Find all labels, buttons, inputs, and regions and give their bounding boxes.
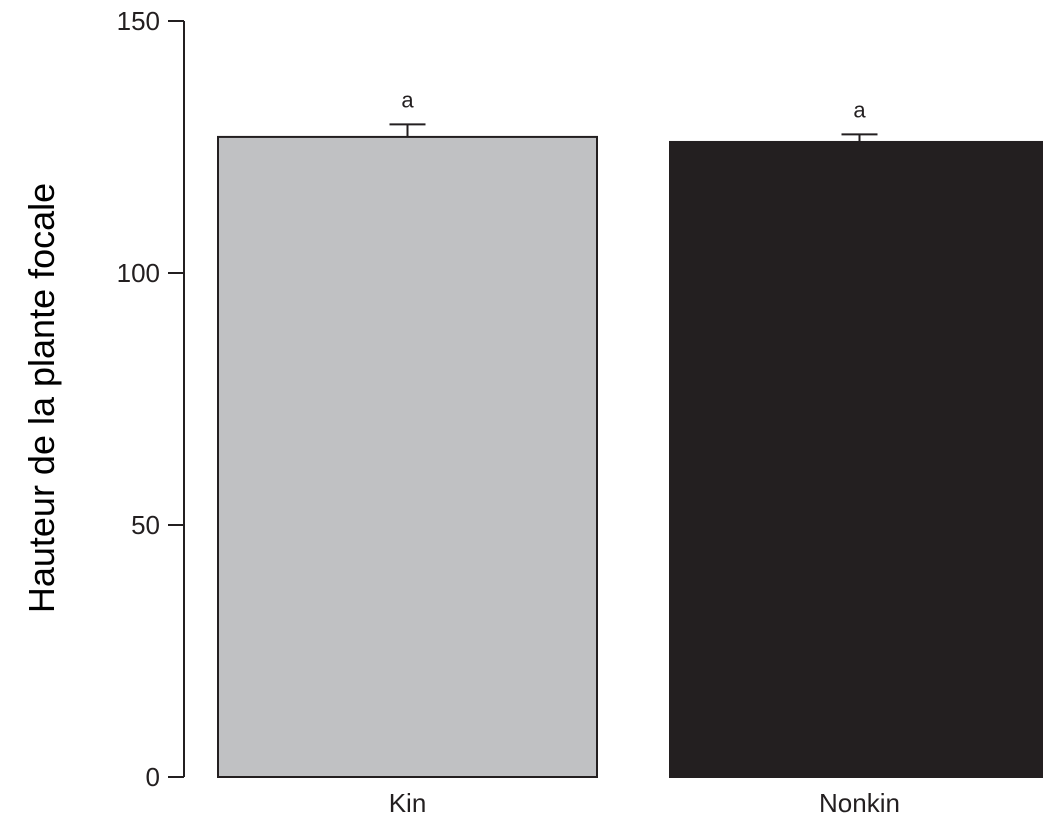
y-axis-label: Hauteur de la plante focale: [21, 183, 62, 613]
y-tick-label: 50: [131, 510, 160, 540]
y-tick-label: 150: [117, 6, 160, 36]
x-category-label: Nonkin: [819, 788, 900, 818]
x-category-label: Kin: [389, 788, 427, 818]
axes: 0 50 100 150: [117, 6, 185, 792]
y-tick-label: 100: [117, 258, 160, 288]
bar-nonkin: [669, 140, 1043, 778]
significance-label: a: [853, 97, 866, 122]
labels: a Kin a Nonkin: [389, 87, 900, 818]
bars: [217, 123, 1043, 779]
bar-kin: [217, 135, 598, 779]
y-tick-label: 0: [146, 762, 160, 792]
significance-label: a: [401, 87, 414, 112]
